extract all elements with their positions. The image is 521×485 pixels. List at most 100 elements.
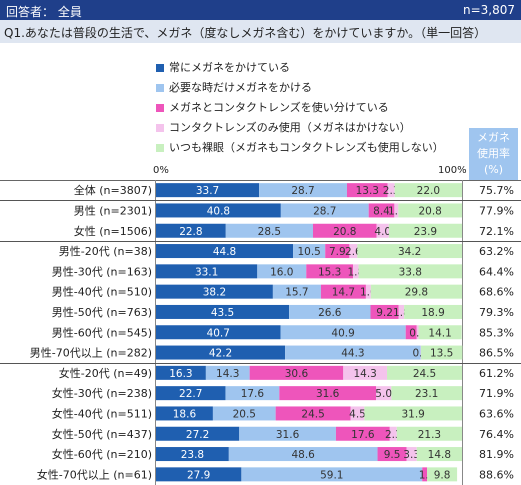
bar-segment bbox=[156, 386, 226, 401]
bar-value-label: 30.6 bbox=[285, 368, 309, 380]
bar-segment bbox=[156, 264, 258, 279]
bar-value-label: 42.2 bbox=[209, 348, 232, 360]
legend-item-5: いつも裸眼（メガネもコンタクトレンズも使用しない） bbox=[156, 138, 444, 158]
bar-segment bbox=[280, 325, 406, 340]
bar-segment bbox=[249, 365, 344, 380]
bar-value-label: 17.6 bbox=[241, 388, 265, 400]
bar-value-label: 40.9 bbox=[331, 327, 354, 339]
bar-segment bbox=[391, 386, 462, 401]
bar-value-label: 26.6 bbox=[318, 307, 342, 319]
bar-value-label: 43.5 bbox=[211, 307, 234, 319]
legend-label: 必要な時だけメガネをかける bbox=[169, 81, 312, 94]
legend-swatch bbox=[156, 104, 164, 112]
bar-segment bbox=[212, 406, 276, 421]
bar-value-label: 17.6 bbox=[351, 429, 375, 441]
bar-segment bbox=[156, 304, 290, 319]
glasses-rate-value: 77.9% bbox=[479, 204, 514, 217]
bar-value-label: 33.7 bbox=[196, 185, 219, 197]
legend-swatch bbox=[156, 144, 164, 152]
bar-segment bbox=[387, 183, 395, 198]
bar-value-label: 27.2 bbox=[186, 429, 209, 441]
bar-value-label: 24.5 bbox=[301, 408, 324, 420]
category-label: 男性-20代 (n=38) bbox=[59, 244, 152, 258]
bar-value-label: 23.1 bbox=[415, 388, 438, 400]
question-bar: Q1.あなたは普段の生活で、メガネ（度なしメガネ含む）をかけていますか。（単一回… bbox=[0, 20, 521, 43]
bar-value-label: 44.8 bbox=[213, 246, 236, 258]
bar-segment bbox=[368, 203, 395, 218]
bar-segment bbox=[350, 406, 365, 421]
glasses-rate-value: 64.4% bbox=[479, 265, 514, 278]
bar-value-label: 21.3 bbox=[418, 429, 441, 441]
glasses-rate-value: 79.3% bbox=[479, 306, 514, 319]
legend-item-4: コンタクトレンズのみ使用（メガネはかけない） bbox=[156, 118, 444, 138]
category-label: 男性-60代 (n=545) bbox=[52, 325, 152, 339]
bar-segment bbox=[156, 223, 226, 238]
bar-segment bbox=[280, 203, 369, 218]
bar-value-label: 24.5 bbox=[413, 368, 436, 380]
bar-value-label: 31.9 bbox=[401, 408, 424, 420]
glasses-rate-header: メガネ 使用率 (%) bbox=[469, 128, 518, 180]
category-label: 女性-70代以上 (n=61) bbox=[37, 467, 152, 481]
bar-value-label: 23.8 bbox=[181, 449, 204, 461]
bar-value-label: 28.7 bbox=[291, 185, 314, 197]
bar-segment bbox=[156, 284, 273, 299]
bar-value-label: 34.2 bbox=[398, 246, 421, 258]
bar-segment bbox=[364, 406, 462, 421]
bar-value-label: 16.3 bbox=[169, 368, 192, 380]
legend-swatch bbox=[156, 84, 164, 92]
bar-value-label: 15.3 bbox=[318, 266, 341, 278]
bar-segment bbox=[156, 365, 206, 380]
bar-value-label: 18.6 bbox=[173, 408, 197, 420]
bar-segment bbox=[370, 284, 462, 299]
bar-segment bbox=[275, 406, 351, 421]
category-label: 全体 (n=3807) bbox=[74, 183, 152, 197]
bar-value-label: 14.7 bbox=[332, 287, 355, 299]
bar-value-label: 28.7 bbox=[313, 205, 336, 217]
glasses-rate-value: 63.6% bbox=[479, 407, 514, 420]
bar-value-label: 5.0 bbox=[375, 388, 392, 400]
bar-segment bbox=[349, 244, 358, 259]
bar-segment bbox=[416, 447, 462, 462]
glasses-rate-value: 72.1% bbox=[479, 225, 514, 238]
bar-segment bbox=[156, 406, 213, 421]
glasses-rate-value: 85.3% bbox=[479, 326, 514, 339]
bar-segment bbox=[325, 244, 350, 259]
bar-segment bbox=[156, 244, 294, 259]
bar-value-label: 20.8 bbox=[333, 226, 356, 238]
bar-segment bbox=[346, 183, 388, 198]
legend-item-3: メガネとコンタクトレンズを使い分けている bbox=[156, 98, 444, 118]
bar-value-label: 7.9 bbox=[329, 246, 346, 258]
legend-label: メガネとコンタクトレンズを使い分けている bbox=[169, 101, 389, 114]
bar-segment bbox=[404, 304, 462, 319]
bar-value-label: 22.7 bbox=[179, 388, 202, 400]
question-text: Q1.あなたは普段の生活で、メガネ（度なしメガネ含む）をかけていますか。（単一回… bbox=[4, 26, 487, 40]
stacked-bar-chart: 全体 (n=3807) 33.7 28.7 13.3 2.3 22.0 75.7%男性 (n… bbox=[0, 180, 521, 485]
category-label: 女性 (n=1506) bbox=[74, 224, 152, 238]
bar-segment bbox=[156, 183, 260, 198]
bar-value-label: 13.3 bbox=[356, 185, 379, 197]
bar-segment bbox=[394, 203, 399, 218]
bar-value-label: 33.8 bbox=[399, 266, 422, 278]
bar-value-label: 14.3 bbox=[353, 368, 376, 380]
bar-segment bbox=[259, 183, 347, 198]
bar-segment bbox=[156, 447, 229, 462]
bar-segment bbox=[343, 365, 388, 380]
bar-value-label: 22.8 bbox=[179, 226, 202, 238]
bar-value-label: 14.1 bbox=[428, 327, 451, 339]
axis-tick-0: 0% bbox=[153, 165, 169, 176]
legend-label: コンタクトレンズのみ使用（メガネはかけない） bbox=[169, 121, 411, 134]
axis-tick-100: 100% bbox=[438, 165, 467, 176]
bar-segment bbox=[312, 223, 377, 238]
rate-header-line-2: 使用率 bbox=[477, 147, 510, 160]
category-label: 男性-40代 (n=510) bbox=[52, 285, 152, 299]
legend-swatch bbox=[156, 124, 164, 132]
bar-segment bbox=[388, 223, 462, 238]
bar-segment bbox=[370, 304, 399, 319]
legend-label: いつも裸眼（メガネもコンタクトレンズも使用しない） bbox=[169, 141, 444, 154]
bar-value-label: 2.6 bbox=[345, 246, 362, 258]
bar-segment bbox=[357, 244, 462, 259]
bar-value-label: 8.4 bbox=[373, 205, 390, 217]
legend-item-1: 常にメガネをかけている bbox=[156, 58, 444, 78]
bar-value-label: 9.8 bbox=[434, 469, 451, 481]
bar-value-label: 4.5 bbox=[349, 408, 366, 420]
